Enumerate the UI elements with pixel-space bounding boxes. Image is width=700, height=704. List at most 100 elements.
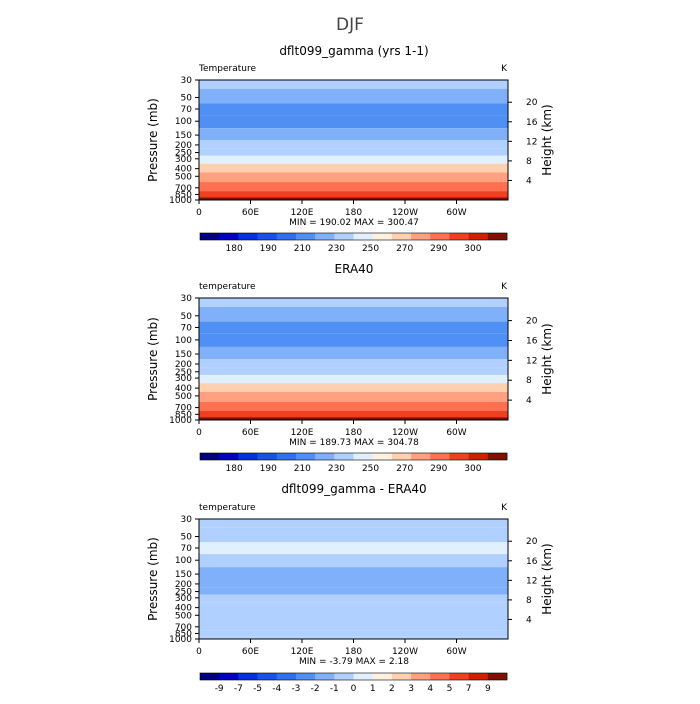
contour-band xyxy=(199,359,508,368)
y-tick-label: 500 xyxy=(175,611,192,621)
x-tick-label: 0 xyxy=(196,647,202,657)
variable-label: temperature xyxy=(199,503,256,513)
contour-band xyxy=(199,621,508,631)
contour-band xyxy=(199,636,508,639)
stat-max-label: MAX = xyxy=(351,438,384,448)
colorbar-label: -5 xyxy=(253,684,262,694)
colorbar-swatch xyxy=(372,453,393,460)
colorbar-swatch xyxy=(487,233,508,240)
stat-min-label: MIN = xyxy=(289,438,317,448)
colorbar-label: 230 xyxy=(328,464,345,474)
colorbar-swatch xyxy=(276,453,297,460)
y-tick-label: 200 xyxy=(175,580,192,590)
stat-max: 300.47 xyxy=(384,218,418,228)
stat-min: 189.73 xyxy=(317,438,351,448)
y-tick-label: 300 xyxy=(175,594,192,604)
x-tick-label: 120E xyxy=(291,208,314,218)
contour-band xyxy=(199,148,508,156)
colorbar-swatch xyxy=(276,233,297,240)
colorbar-swatch xyxy=(200,233,220,240)
unit-label: K xyxy=(501,503,508,513)
y-tick-label: 100 xyxy=(175,336,192,346)
y-tick-label: 700 xyxy=(175,404,192,414)
contour-band xyxy=(199,140,508,149)
colorbar-swatch xyxy=(238,453,258,460)
colorbar-label: -7 xyxy=(234,684,243,694)
y-tick-label: 70 xyxy=(181,105,193,115)
height-tick-label: 8 xyxy=(526,157,532,167)
x-tick-label: 60W xyxy=(446,647,466,657)
colorbar-label: 300 xyxy=(464,244,481,254)
y-tick-label: 400 xyxy=(175,384,192,394)
height-tick-label: 16 xyxy=(526,336,538,346)
colorbar-label: 190 xyxy=(260,464,277,474)
contour-band xyxy=(199,392,508,402)
contour-band xyxy=(199,172,508,183)
y-tick-label: 100 xyxy=(175,556,192,566)
contour-band xyxy=(199,542,508,555)
unit-label: K xyxy=(501,282,508,292)
height-tick-label: 16 xyxy=(526,118,538,128)
colorbar-label: 300 xyxy=(464,464,481,474)
colorbar-label: 3 xyxy=(408,684,414,694)
height-tick-label: 12 xyxy=(526,576,537,586)
contour-band xyxy=(199,630,508,637)
y-tick-label: 150 xyxy=(175,570,192,580)
x-tick-label: 180 xyxy=(345,428,362,438)
contour-band xyxy=(199,417,508,420)
x-tick-label: 120W xyxy=(392,208,418,218)
colorbar-swatch xyxy=(257,673,278,680)
stat-max-label: MAX = xyxy=(351,218,384,228)
colorbar-frame xyxy=(199,452,508,461)
height-tick-label: 16 xyxy=(526,557,538,567)
right-axis-label: Height (km) xyxy=(540,104,554,175)
stat-max: 304.78 xyxy=(384,438,419,448)
colorbar-label: 9 xyxy=(485,684,491,694)
colorbar-swatch xyxy=(391,453,412,460)
contour-band xyxy=(199,567,508,579)
y-tick-label: 300 xyxy=(175,374,192,384)
y-tick-label: 250 xyxy=(175,149,192,159)
colorbar-frame xyxy=(199,672,508,681)
panels: dflt099_gamma (yrs 1-1)Temperature K30507… xyxy=(146,44,554,694)
colorbar-label: 180 xyxy=(226,244,243,254)
x-tick-label: 60W xyxy=(446,428,466,438)
height-tick-label: 4 xyxy=(526,615,532,625)
y-tick-label: 100 xyxy=(175,117,192,127)
y-tick-label: 1000 xyxy=(169,635,192,645)
height-tick-label: 4 xyxy=(526,396,532,406)
colorbar-label: 230 xyxy=(328,244,345,254)
colorbar-swatch xyxy=(430,233,450,240)
contour-band xyxy=(199,594,508,603)
x-tick-label: 120E xyxy=(291,647,314,657)
contour-band xyxy=(199,374,508,384)
colorbar-swatch xyxy=(334,233,354,240)
colorbar-label: 1 xyxy=(370,684,376,694)
height-tick-label: 20 xyxy=(526,317,538,327)
contour-band xyxy=(199,298,508,307)
contour-band xyxy=(199,103,508,116)
colorbar-swatch xyxy=(391,233,412,240)
colorbar-frame xyxy=(199,232,508,241)
x-tick-label: 180 xyxy=(345,647,362,657)
height-tick-label: 12 xyxy=(526,356,537,366)
y-tick-label: 250 xyxy=(175,368,192,378)
y-tick-label: 30 xyxy=(181,294,193,304)
y-tick-label: 500 xyxy=(175,172,192,182)
colorbar-swatch xyxy=(353,453,373,460)
colorbar-label: 270 xyxy=(396,244,413,254)
y-tick-label: 150 xyxy=(175,131,192,141)
contour-band xyxy=(199,306,508,322)
stat-min: 190.02 xyxy=(317,218,351,228)
colorbar-label: 290 xyxy=(430,244,447,254)
contour-band xyxy=(199,346,508,359)
colorbar-swatch xyxy=(353,233,373,240)
contour-band xyxy=(199,163,508,173)
contour-band xyxy=(199,321,508,334)
contour-band xyxy=(199,587,508,595)
colorbar-label: 5 xyxy=(447,684,453,694)
x-tick-label: 180 xyxy=(345,208,362,218)
colorbar-swatch xyxy=(334,673,354,680)
colorbar-swatch xyxy=(200,673,220,680)
